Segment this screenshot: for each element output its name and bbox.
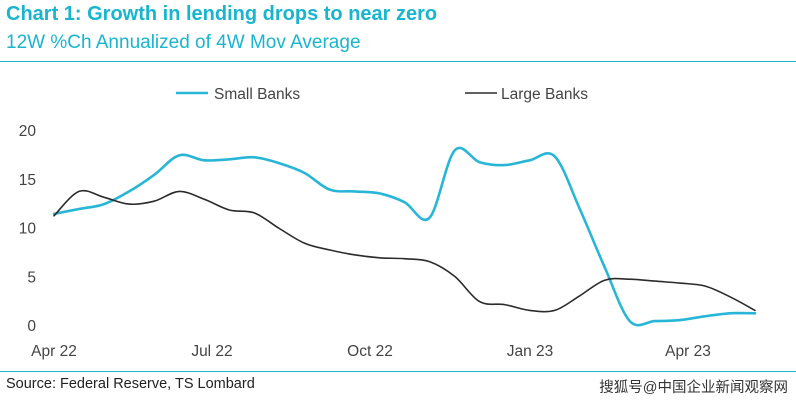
y-axis-ticks: 0 5 10 15 20 bbox=[19, 123, 37, 335]
series-line-small-banks bbox=[52, 146, 757, 327]
x-tick-label: Apr 22 bbox=[31, 343, 77, 360]
legend-label: Small Banks bbox=[214, 86, 300, 103]
y-tick-label: 20 bbox=[19, 123, 37, 140]
legend-label: Large Banks bbox=[501, 86, 588, 103]
footer-divider bbox=[0, 371, 796, 372]
series-lines bbox=[52, 146, 757, 327]
x-tick-label: Apr 23 bbox=[665, 343, 711, 360]
chart-subtitle: 12W %Ch Annualized of 4W Mov Average bbox=[6, 32, 361, 53]
x-tick-label: Jul 22 bbox=[191, 343, 232, 360]
y-tick-label: 0 bbox=[27, 318, 36, 335]
x-tick-label: Jan 23 bbox=[507, 343, 554, 360]
series-line-large-banks bbox=[53, 189, 756, 313]
x-axis-ticks: Apr 22 Jul 22 Oct 22 Jan 23 Apr 23 bbox=[31, 343, 711, 360]
y-tick-label: 10 bbox=[19, 221, 37, 238]
header-divider bbox=[0, 61, 796, 62]
line-chart: Small Banks Large Banks 0 5 10 15 20 Apr 22 Ju… bbox=[19, 86, 757, 360]
x-tick-label: Oct 22 bbox=[347, 343, 393, 360]
watermark: 搜狐号@中国企业新闻观察网 bbox=[599, 380, 788, 396]
chart-title: Chart 1: Growth in lending drops to near… bbox=[6, 3, 438, 25]
y-tick-label: 15 bbox=[19, 172, 36, 189]
source-note: Source: Federal Reserve, TS Lombard bbox=[6, 376, 255, 392]
y-tick-label: 5 bbox=[27, 269, 36, 286]
legend: Small Banks Large Banks bbox=[176, 86, 588, 103]
